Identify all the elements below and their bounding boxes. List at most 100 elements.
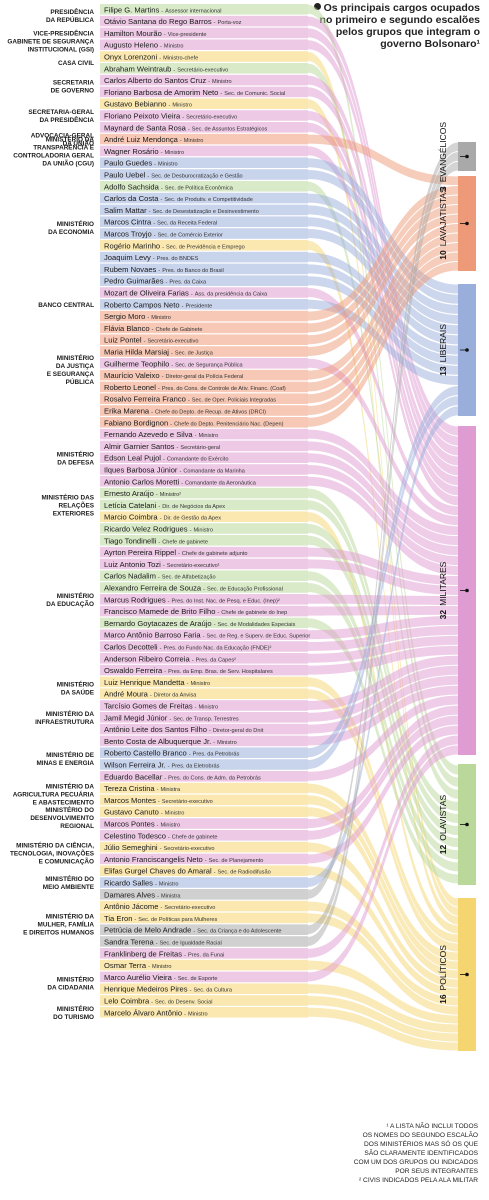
role-separator: - [182, 303, 184, 309]
flow-band [308, 429, 458, 536]
person-role: Diretor-geral da Polícia Federal [165, 374, 243, 380]
person-role: Pres. da Petrobrás [193, 752, 240, 758]
group-name: LAVAJATISTAS [438, 187, 448, 246]
role-separator: - [157, 893, 159, 899]
ministry-label-line: MINISTÉRIO [57, 591, 94, 600]
flow-band [308, 795, 458, 970]
ministry-label-line: PÚBLICA [66, 377, 95, 386]
flow-band [308, 645, 458, 675]
role-separator: - [171, 362, 173, 368]
person-role: Sec. de Políticas para Mulheres [138, 917, 217, 923]
footnote-line: SÃO CLARAMENTE IDENTIFICADOS [364, 1148, 478, 1157]
ministry-label-line: E SEGURANÇA [47, 371, 95, 378]
person-row: Rogério Marinho - Sec. de Previdência e Em… [100, 240, 308, 251]
flow-band [308, 901, 458, 1006]
person-bar [100, 641, 308, 652]
person-text: Antônio Jácome - Secretário-executivo [104, 902, 215, 911]
role-separator: - [161, 150, 163, 156]
ministry-label-line: DA EDUCAÇÃO [46, 599, 94, 608]
person-text: Osmar Terra - Ministro [104, 961, 172, 970]
person-text: Marcus Rodrigues - Pres. do Inst. Nac. de … [104, 595, 280, 604]
person-name: Fabiano Bordignon [104, 418, 168, 427]
group-block-militares: 32 MILITARES [438, 426, 476, 755]
role-separator: - [178, 551, 180, 557]
flow-band [308, 559, 458, 595]
ministry-label-line: SECRETARIA-GERAL [28, 109, 94, 116]
person-row: Tiago Tondinelli - Chefe de gabinete [100, 535, 308, 546]
person-role: Ministro [188, 1011, 208, 1017]
role-separator: - [180, 138, 182, 144]
flow-band [308, 453, 458, 556]
role-separator: - [191, 292, 193, 298]
person-name: Almir Garnier Santos [104, 442, 175, 451]
person-name: Carlos da Costa [104, 194, 159, 203]
person-row: Marcos Pontes - Ministro [100, 818, 308, 829]
footnote-line: ¹ A LISTA NÃO INCLUI TODOS [386, 1121, 478, 1130]
person-name: Wagner Rosário [104, 147, 159, 156]
person-name: Marcos Troyjo [104, 230, 152, 239]
person-row: Carlos Nadalim - Sec. de Alfabetização [100, 570, 308, 581]
person-row: Edson Leal Pujol - Comandante do Exército [100, 452, 308, 463]
person-name: Damares Alves [104, 890, 155, 899]
group-label: 16 POLÍTICOS [438, 945, 448, 1004]
person-bar [100, 794, 308, 806]
person-bar [100, 688, 308, 699]
role-separator: - [152, 327, 154, 333]
person-text: Ernesto Araújo - Ministro² [104, 489, 181, 498]
person-row: Luiz Pontel - Secretário-executivo [100, 334, 308, 345]
person-bar [100, 358, 308, 369]
person-name: Jamil Megid Júnior [104, 713, 168, 722]
role-separator: - [161, 8, 163, 14]
person-row: Sergio Moro - Ministro [100, 310, 308, 322]
ministry-label-line: MINISTÉRIO [57, 1004, 94, 1013]
person-name: Marcio Coimbra [104, 513, 158, 522]
person-text: Onyx Lorenzoni - Ministro-chefe [104, 53, 198, 62]
person-text: Maynard de Santa Rosa - Sec. de Assuntos E… [104, 123, 268, 132]
person-bar [100, 428, 308, 440]
person-name: Antonio Franciscangelis Neto [104, 855, 203, 864]
person-bar [100, 1007, 308, 1018]
role-separator: - [164, 669, 166, 675]
person-name: Flávia Blanco [104, 324, 150, 333]
person-name: Celestino Todesco [104, 831, 166, 840]
person-row: Henrique Medeiros Pires - Sec. da Cultura [100, 983, 308, 994]
person-text: Francisco Mamede de Brito Filho - Chefe de… [104, 607, 287, 616]
person-text: Ricardo Salles - Ministro [104, 879, 178, 888]
person-role: Chefe de gabinete do Inep [221, 610, 287, 616]
flow-band [308, 63, 458, 787]
person-name: Tarcísio Gomes de Freitas [104, 702, 193, 711]
person-row: Fabiano Bordignon - Chefe do Depto. Penite… [100, 417, 308, 428]
person-role: Secretário-executivo [186, 115, 237, 121]
role-separator: - [190, 528, 192, 534]
person-text: Paulo Guedes - Ministro [104, 159, 178, 168]
person-row: Roberto Leonel - Pres. do Cons. de Control… [100, 381, 308, 393]
group-marker-dot [465, 348, 469, 352]
person-row: Carlos Alberto do Santos Cruz - Ministro [100, 74, 308, 86]
role-separator: - [168, 764, 170, 770]
role-separator: - [159, 56, 161, 62]
role-separator: - [158, 268, 160, 274]
person-text: Antonio Carlos Moretti - Comandante da Aer… [104, 477, 257, 486]
person-bar [100, 959, 308, 971]
person-role: Dir. de Negócios da Apex [162, 504, 225, 510]
person-row: Maurício Valeixo - Diretor-geral da Políci… [100, 369, 308, 381]
ministry-label-line: ADVOCACIA-GERAL [31, 133, 94, 140]
person-bar [100, 263, 308, 275]
ministry-label-line: CONTROLADORIA GERAL [13, 153, 94, 160]
flow-band [308, 465, 458, 566]
person-role: Pres. da Eletrobrás [171, 764, 219, 770]
role-separator: - [189, 752, 191, 758]
group-label: 13 LIBERAIS [438, 324, 448, 376]
person-text: Carlos Decotteli - Pres. do Fundo Nac. da … [104, 643, 272, 652]
person-bar [100, 487, 308, 499]
person-text: Maurício Valeixo - Diretor-geral da Políci… [104, 371, 243, 380]
person-bar [100, 535, 308, 546]
person-row: Paulo Guedes - Ministro [100, 157, 308, 168]
flow-band [308, 195, 458, 333]
role-separator: - [157, 787, 159, 793]
person-bar [100, 464, 308, 475]
person-bar [100, 664, 308, 676]
